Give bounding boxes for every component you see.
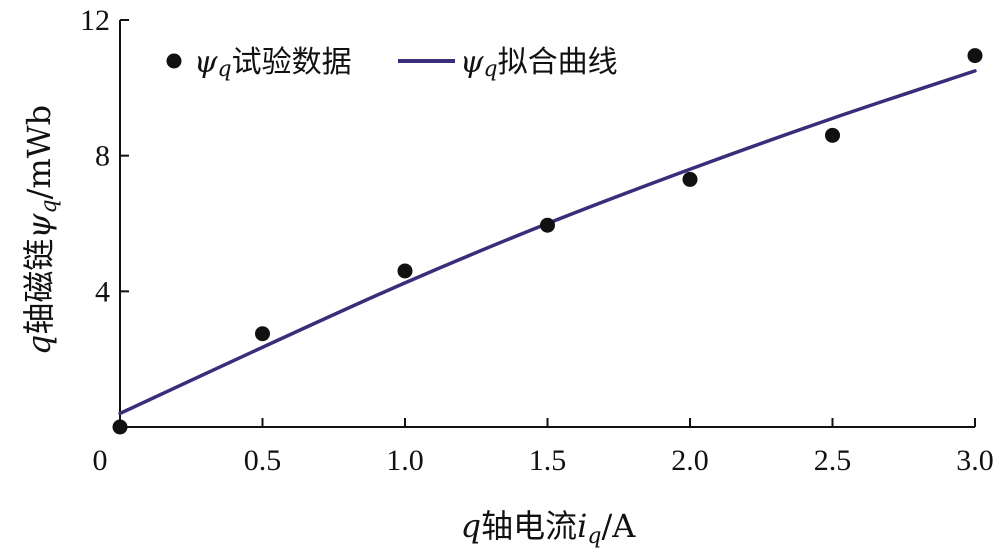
fit-curve-series <box>118 69 977 416</box>
x-tick-label: 1.0 <box>386 444 424 477</box>
fit-curve-line <box>118 69 977 416</box>
data-point <box>825 127 840 143</box>
y-axis-title: q轴磁链ψq/mWb <box>20 105 62 355</box>
y-ticks: 4 8 12 <box>80 4 129 308</box>
data-point <box>682 171 698 187</box>
x-tick-label: 0 <box>93 444 108 477</box>
data-point <box>112 419 128 435</box>
x-tick-label: 2.5 <box>814 444 852 477</box>
x-tick-label: 1.5 <box>529 444 567 477</box>
y-tick-label: 8 <box>95 140 110 173</box>
x-tick-label: 2.0 <box>671 444 709 477</box>
legend-marker-test-data <box>166 53 182 69</box>
data-point <box>540 217 555 233</box>
data-point <box>967 48 983 64</box>
x-tick-label: 3.0 <box>956 444 994 477</box>
x-ticks: 0 0.5 1.0 1.5 2.0 2.5 3.0 <box>93 418 994 477</box>
y-tick-label: 12 <box>80 4 110 37</box>
data-point <box>255 326 270 342</box>
y-tick-label: 4 <box>95 275 110 308</box>
data-point <box>397 263 413 279</box>
x-tick-label: 0.5 <box>244 444 282 477</box>
test-data-series <box>112 48 983 435</box>
legend-label-test-data: ψq试验数据 <box>194 45 352 82</box>
legend-label-fit-curve: ψq拟合曲线 <box>460 45 618 82</box>
x-axis-title: q轴电流iq/A <box>461 507 637 549</box>
legend: ψq试验数据 ψq拟合曲线 <box>166 45 618 82</box>
